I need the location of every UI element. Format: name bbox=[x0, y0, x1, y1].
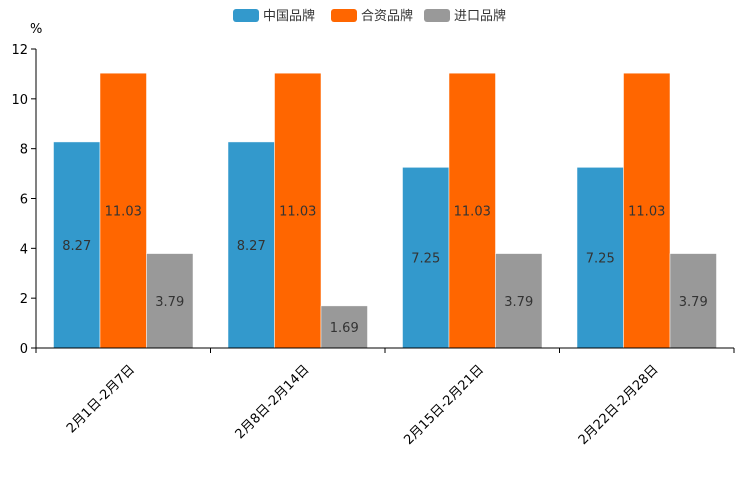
bar-value-label: 3.79 bbox=[155, 295, 184, 310]
bar-value-label: 3.79 bbox=[679, 295, 708, 310]
y-tick-label: 12 bbox=[11, 43, 28, 58]
bar-value-label: 11.03 bbox=[454, 205, 491, 220]
y-axis-label: % bbox=[30, 22, 42, 37]
bar bbox=[320, 305, 368, 349]
legend-label: 合资品牌 bbox=[361, 8, 413, 24]
x-tick-label: 2月22日-2月28日 bbox=[576, 362, 662, 448]
bar bbox=[448, 72, 496, 349]
bar-value-label: 3.79 bbox=[504, 295, 533, 310]
bar-value-label: 7.25 bbox=[586, 252, 615, 267]
bar bbox=[146, 253, 194, 349]
y-tick-label: 10 bbox=[11, 93, 28, 108]
x-tick-label: 2月1日-2月7日 bbox=[64, 362, 138, 436]
y-tick-label: 0 bbox=[20, 342, 28, 357]
bar bbox=[402, 167, 450, 349]
legend-swatch bbox=[424, 9, 450, 22]
legend-label: 中国品牌 bbox=[263, 8, 315, 24]
y-tick-label: 8 bbox=[20, 143, 28, 158]
bar-value-label: 8.27 bbox=[62, 239, 91, 254]
y-axis: 0 2 4 6 8 10 12 bbox=[11, 43, 37, 357]
bar-value-label: 1.69 bbox=[330, 321, 359, 336]
bar bbox=[53, 141, 101, 349]
x-tick-label: 2月15日-2月21日 bbox=[401, 362, 487, 448]
y-tick-label: 2 bbox=[20, 292, 28, 307]
x-tick-label: 2月8日-2月14日 bbox=[233, 362, 313, 442]
y-tick-label: 4 bbox=[20, 242, 28, 257]
legend-swatch bbox=[233, 9, 259, 22]
bar bbox=[623, 72, 671, 349]
bar-value-label: 8.27 bbox=[237, 239, 266, 254]
bar-value-label: 11.03 bbox=[628, 205, 665, 220]
legend: 中国品牌 合资品牌 进口品牌 bbox=[233, 8, 506, 24]
bar-value-label: 11.03 bbox=[105, 205, 142, 220]
bars: 8.27 11.03 3.79 8.27 11.03 1.69 7.25 11.03 3.79 7… bbox=[53, 72, 717, 349]
bar-value-label: 7.25 bbox=[411, 252, 440, 267]
bar bbox=[274, 72, 322, 349]
y-tick-label: 6 bbox=[20, 193, 28, 208]
x-axis: 2月1日-2月7日 2月8日-2月14日 2月15日-2月21日 2月22日-2月28… bbox=[35, 347, 735, 448]
bar-value-label: 11.03 bbox=[279, 205, 316, 220]
legend-label: 进口品牌 bbox=[454, 8, 506, 24]
bar bbox=[669, 253, 717, 349]
legend-swatch bbox=[331, 9, 357, 22]
bar bbox=[99, 72, 147, 349]
